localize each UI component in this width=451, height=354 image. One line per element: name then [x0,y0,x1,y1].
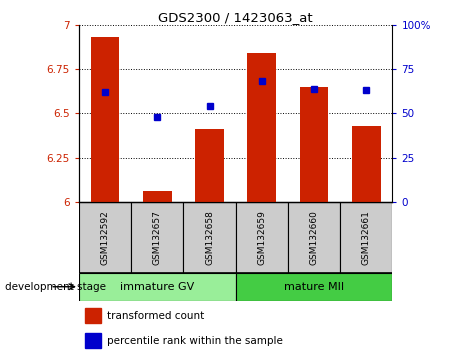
Bar [184,202,236,273]
Title: GDS2300 / 1423063_at: GDS2300 / 1423063_at [158,11,313,24]
Text: GSM132657: GSM132657 [153,210,162,265]
Bar [299,87,328,202]
Bar [236,273,392,301]
Bar [85,308,101,323]
Bar [79,273,236,301]
Text: GSM132659: GSM132659 [257,210,266,265]
Text: GSM132592: GSM132592 [101,210,110,264]
Bar [236,202,288,273]
Bar [195,129,224,202]
Bar [352,126,381,202]
Text: transformed count: transformed count [107,311,204,321]
Bar [340,202,392,273]
Text: percentile rank within the sample: percentile rank within the sample [107,336,283,346]
Text: immature GV: immature GV [120,282,194,292]
Text: mature MII: mature MII [284,282,344,292]
Text: GSM132658: GSM132658 [205,210,214,265]
Bar [131,202,184,273]
Bar [85,333,101,348]
Bar [248,53,276,202]
Bar [91,37,120,202]
Text: GSM132660: GSM132660 [309,210,318,265]
Bar [288,202,340,273]
Text: GSM132661: GSM132661 [362,210,371,265]
Bar [143,191,172,202]
Bar [79,202,131,273]
Text: development stage: development stage [5,282,106,292]
